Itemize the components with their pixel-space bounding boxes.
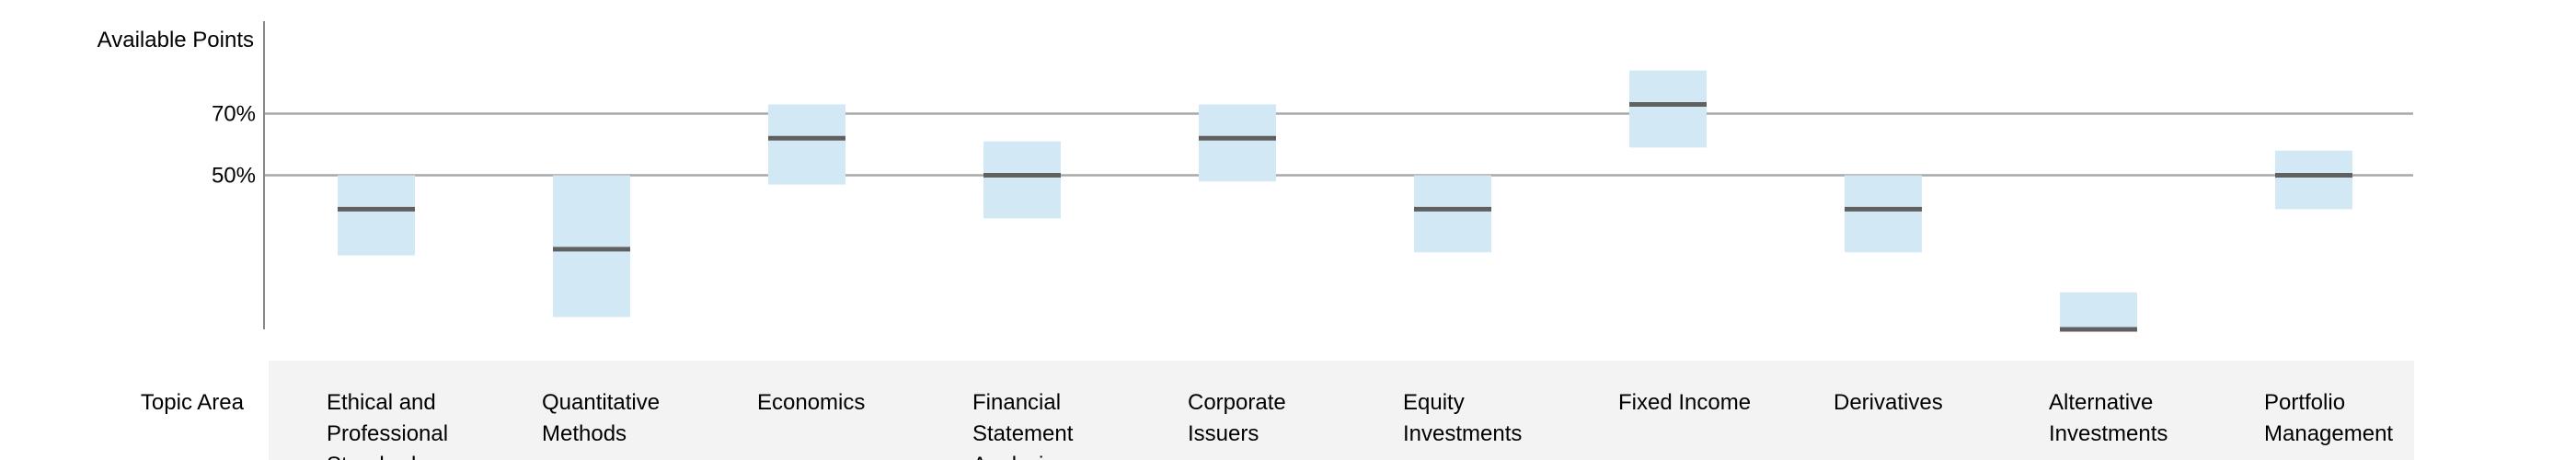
category-label: Ethical andProfessionalStandards	[327, 390, 448, 460]
y-tick-label: 70%	[212, 102, 256, 127]
category-label: Fixed Income	[1618, 390, 1751, 415]
range-bar	[1845, 175, 1922, 253]
category-labels: Ethical andProfessionalStandards Quantita…	[327, 390, 2393, 460]
category-label: Corporate Issuers	[1188, 390, 1286, 446]
category-label: Quantitative Methods	[542, 390, 660, 446]
range-bar	[1629, 70, 1707, 148]
category-label: Equity Investments	[1403, 390, 1522, 446]
range-bar	[768, 104, 845, 185]
chart-marks	[338, 70, 2352, 332]
y-axis-title: Available Points	[98, 28, 254, 52]
category-label: Alternative Investments	[2049, 390, 2168, 446]
category-label: FinancialStatementAnalysis	[972, 390, 1074, 460]
range-bar	[553, 175, 630, 317]
range-bar	[1414, 175, 1491, 253]
range-bar	[2275, 150, 2352, 210]
range-bar	[338, 175, 415, 256]
topic-area-band	[269, 361, 2414, 460]
range-bar	[983, 141, 1061, 219]
y-tick-label: 50%	[212, 164, 256, 189]
category-label: Economics	[757, 390, 865, 415]
category-label: Derivatives	[1834, 390, 1943, 415]
category-label: Portfolio Management	[2264, 390, 2393, 446]
range-bar	[1199, 104, 1276, 182]
range-bar	[2060, 292, 2137, 329]
reference-lines: 70% 50%	[212, 102, 2413, 189]
category-band-background	[269, 361, 2414, 460]
x-axis-title: Topic Area	[141, 390, 245, 415]
